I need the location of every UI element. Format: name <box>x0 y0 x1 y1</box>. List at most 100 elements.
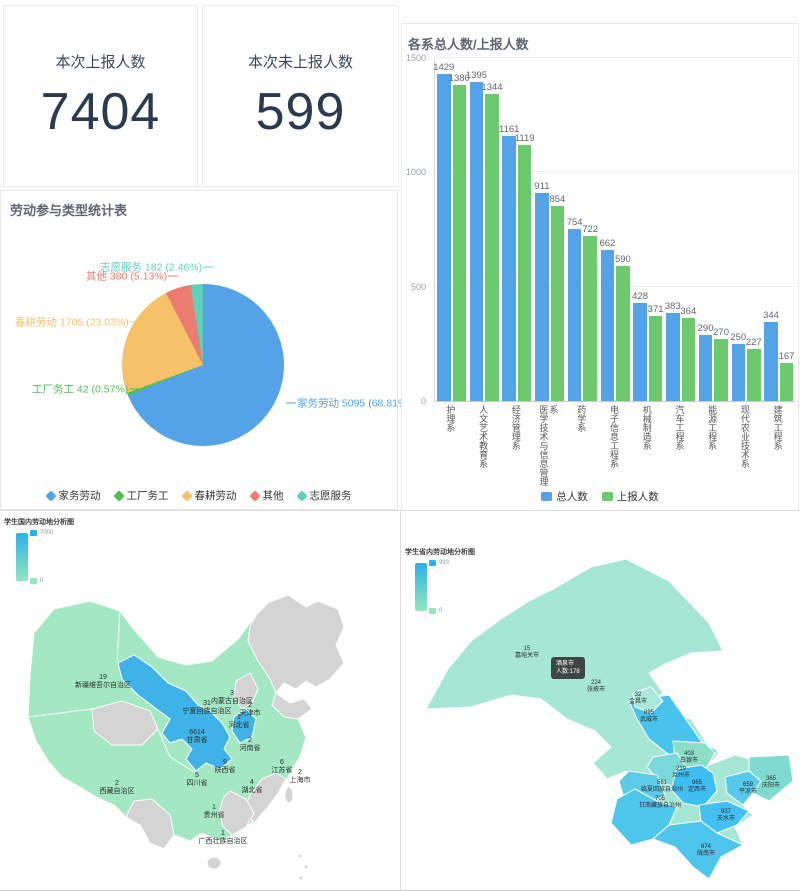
region-dingxi[interactable] <box>670 764 718 808</box>
visual-map-max-label: 993 <box>439 560 450 566</box>
region-yunnan-nodata[interactable] <box>125 798 175 850</box>
stat-card-label: 本次上报人数 <box>55 53 146 71</box>
x-axis-label: 药学系 <box>576 405 587 432</box>
pie-label-line <box>168 275 179 277</box>
bar-上报人数[interactable] <box>747 349 761 401</box>
y-axis-tick-label: 0 <box>420 396 426 406</box>
bar-总人数[interactable] <box>731 343 746 401</box>
visual-map-handle-min[interactable] <box>30 578 37 584</box>
bar-总人数[interactable] <box>600 249 615 401</box>
bar-value-label: 250 <box>730 331 747 343</box>
region-gansu-highlight[interactable] <box>117 654 233 772</box>
bar-value-label: 428 <box>632 291 649 303</box>
bar-总人数[interactable] <box>535 192 549 401</box>
pie-label-志愿服务: 志愿服务 182 (2.46%) <box>100 260 214 275</box>
stat-card-value: 7404 <box>40 82 161 141</box>
china-map-title: 学生国内劳动地分析图 <box>4 519 74 526</box>
legend-marker <box>295 489 308 502</box>
bar-总人数[interactable] <box>469 82 484 401</box>
bar-总人数[interactable] <box>633 303 647 401</box>
region-jinchang[interactable] <box>632 686 664 714</box>
bar-总人数[interactable] <box>567 228 582 401</box>
bar-value-label: 1380 <box>448 73 470 85</box>
legend-label: 家务劳动 <box>58 490 101 502</box>
bar-上报人数[interactable] <box>648 316 663 401</box>
legend-label: 其他 <box>262 490 284 502</box>
bar-上报人数[interactable] <box>485 93 499 401</box>
x-axis-label: 电子信息工程系 <box>609 405 619 468</box>
bar-总人数[interactable] <box>502 135 516 401</box>
region-jiuquan[interactable] <box>425 558 794 880</box>
region-qingyang[interactable] <box>748 754 794 802</box>
x-axis-label: 经济管理系 <box>510 405 521 450</box>
bar-value-label: 722 <box>582 223 599 235</box>
pie-chart[interactable] <box>122 284 284 446</box>
region-east-nodata[interactable] <box>243 772 287 824</box>
pie-label-text: 家务劳动 5095 (68.81%) <box>297 397 411 410</box>
bar-value-label: 590 <box>614 254 631 266</box>
region-northeast-nodata[interactable] <box>247 594 345 694</box>
visual-map-handle-max[interactable] <box>30 530 37 536</box>
bar-value-label: 662 <box>599 237 616 249</box>
province-border-line <box>116 610 121 662</box>
region-longnan[interactable] <box>652 820 744 880</box>
legend-label: 志愿服务 <box>309 490 352 502</box>
china-visual-map[interactable]: 7000 0 <box>16 529 62 589</box>
gansu-map[interactable] <box>401 511 800 890</box>
gridline <box>435 171 795 173</box>
bar-上报人数[interactable] <box>452 85 466 401</box>
stat-card-label: 本次未上报人数 <box>247 53 353 71</box>
legend-item-上报人数[interactable]: 上报人数 <box>601 489 659 504</box>
region-gannan[interactable] <box>610 788 678 846</box>
bar-总人数[interactable] <box>698 334 713 401</box>
gansu-visual-map[interactable]: 993 0 <box>415 559 461 619</box>
x-axis-label: 建筑工程系 <box>772 405 783 450</box>
china-map[interactable] <box>0 511 400 890</box>
region-taiwan-nodata[interactable] <box>284 786 294 804</box>
bar-上报人数[interactable] <box>714 339 728 401</box>
bar-上报人数[interactable] <box>681 317 696 401</box>
bar-上报人数[interactable] <box>779 362 794 401</box>
bar-总人数[interactable] <box>666 313 680 401</box>
bar-上报人数[interactable] <box>583 235 597 401</box>
region-qinghai-nodata[interactable] <box>91 700 159 746</box>
bar-value-label: 383 <box>664 301 681 313</box>
visual-map-handle-max[interactable] <box>429 560 436 566</box>
bar-value-label: 1119 <box>514 133 535 145</box>
legend-item-其他[interactable]: 其他 <box>248 488 284 503</box>
region-south-nodata[interactable] <box>219 790 255 836</box>
legend-item-春耕劳动[interactable]: 春耕劳动 <box>180 488 237 503</box>
bar-value-label: 911 <box>534 180 550 192</box>
legend-item-总人数[interactable]: 总人数 <box>541 489 588 504</box>
bar-plot[interactable]: 1429 1380 1395 1344 1161 1119 911 854 754 722 662 5… <box>433 57 795 402</box>
legend-item-志愿服务[interactable]: 志愿服务 <box>295 488 352 503</box>
x-axis-label: 现代农业技术系 <box>739 405 750 468</box>
legend-item-工厂务工[interactable]: 工厂务工 <box>112 488 169 503</box>
visual-map-handle-min[interactable] <box>429 608 436 614</box>
bar-上报人数[interactable] <box>616 266 630 401</box>
visual-map-max-label: 7000 <box>40 530 54 536</box>
region-gansu-east-lobe[interactable] <box>231 708 257 744</box>
visual-map-min-label: 0 <box>439 608 443 614</box>
pie-label-line <box>286 402 296 404</box>
region-shandong-nodata[interactable] <box>271 692 313 720</box>
bar-上报人数[interactable] <box>517 145 532 401</box>
x-axis-label: 人文艺术教育系 <box>478 405 489 468</box>
x-axis-label: 汽车工程系 <box>674 405 685 450</box>
region-hainan-nodata[interactable] <box>206 856 222 870</box>
legend-item-家务劳动[interactable]: 家务劳动 <box>44 488 101 503</box>
tooltip-value: 人数:178 <box>556 669 580 675</box>
legend-label: 春耕劳动 <box>194 490 237 502</box>
pie-legend: 家务劳动 工厂务工 春耕劳动 其他 志愿服务 <box>1 488 397 503</box>
legend-marker <box>180 489 193 502</box>
bar-上报人数[interactable] <box>550 205 565 401</box>
island-dot <box>303 864 309 870</box>
region-shanxi-nodata[interactable] <box>233 672 259 710</box>
pie-label-line <box>203 266 214 268</box>
china-map-panel: 学生国内劳动地分析图 7000 0 19 新疆维吾尔自治区 3 内蒙古自治区 2 天津市 1… <box>0 510 401 891</box>
bar-总人数[interactable] <box>764 322 778 401</box>
x-axis-label: 护理系 <box>445 405 456 432</box>
bar-legend: 总人数 上报人数 <box>402 489 798 504</box>
bar-总人数[interactable] <box>437 74 451 401</box>
gansu-map-title: 学生省内劳动地分析图 <box>405 549 475 556</box>
